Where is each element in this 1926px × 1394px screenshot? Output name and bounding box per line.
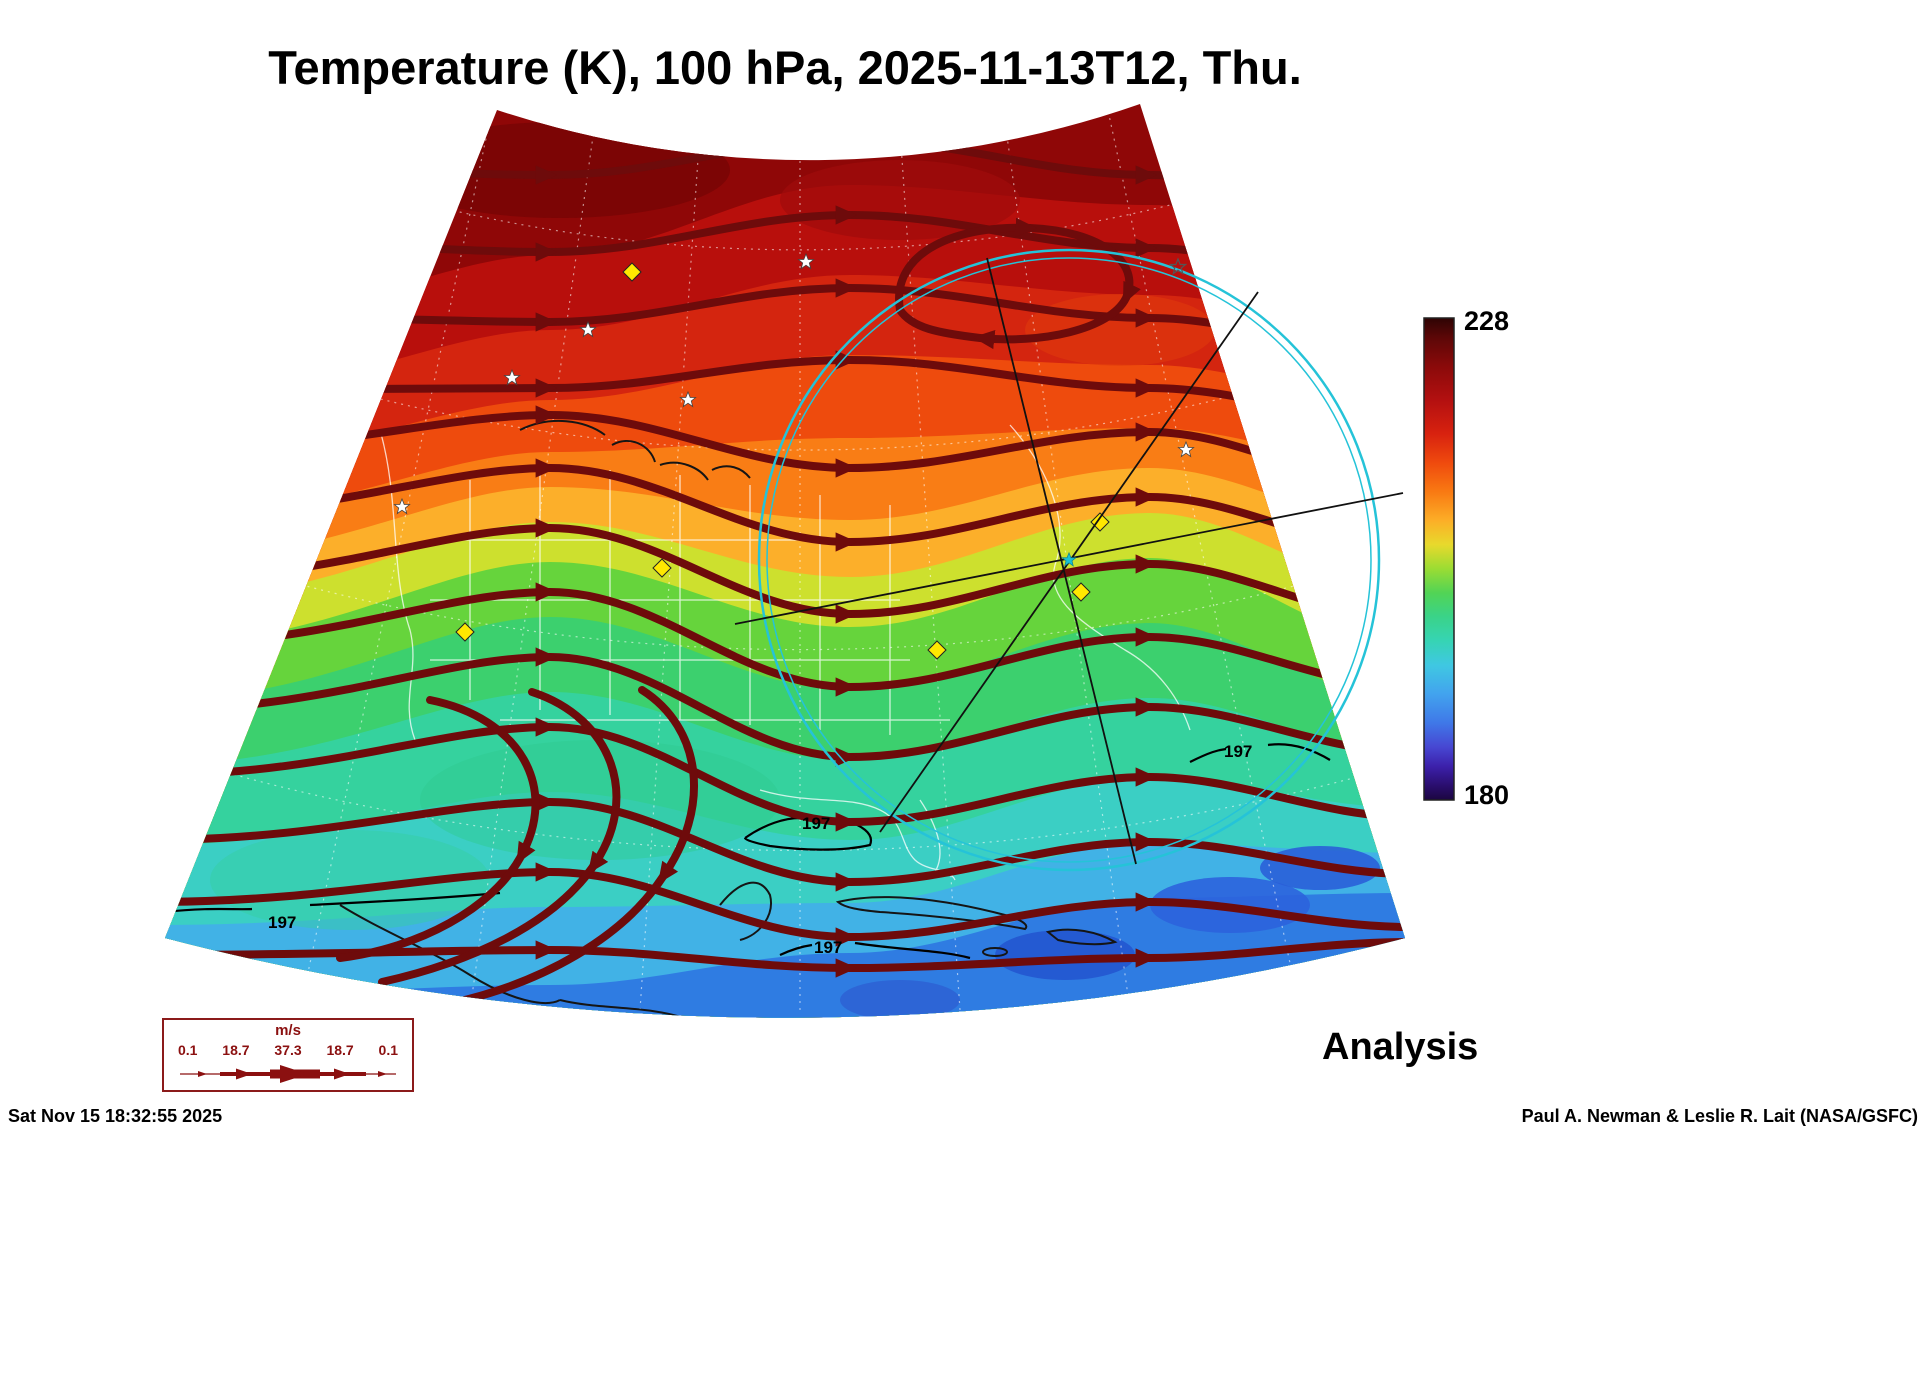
contour-label: 197 [802, 814, 831, 833]
wind-legend-value: 0.1 [378, 1042, 398, 1058]
wind-legend-value: 0.1 [178, 1042, 198, 1058]
contour-label: 197 [814, 938, 843, 957]
colorbar-max-label: 228 [1464, 306, 1510, 336]
contour-label: 197 [268, 913, 297, 932]
wind-scale-arrow-icon [180, 1065, 396, 1083]
range-circle-overlay [734, 248, 1404, 872]
colorbar [1423, 317, 1455, 801]
wind-legend-value: 18.7 [326, 1042, 354, 1058]
cross-section-line [986, 257, 1137, 865]
wind-legend-values: 0.1 18.7 37.3 18.7 0.1 [164, 1043, 412, 1057]
analysis-label: Analysis [1322, 1026, 1479, 1068]
timestamp-text: Sat Nov 15 18:32:55 2025 [8, 1106, 223, 1126]
station-diamond-markers [455, 262, 1110, 660]
wind-legend-units: m/s [275, 1022, 301, 1039]
wind-legend-value: 18.7 [222, 1042, 250, 1058]
contour-label: 197 [1224, 742, 1253, 761]
wind-speed-legend: m/s 0.1 18.7 37.3 18.7 0.1 [162, 1018, 414, 1092]
wind-legend-value: 37.3 [274, 1042, 302, 1058]
chart-title: Temperature (K), 100 hPa, 2025-11-13T12,… [268, 41, 1302, 94]
credit-text: Paul A. Newman & Leslie R. Lait (NASA/GS… [1521, 1106, 1918, 1126]
colorbar-min-label: 180 [1464, 780, 1510, 810]
